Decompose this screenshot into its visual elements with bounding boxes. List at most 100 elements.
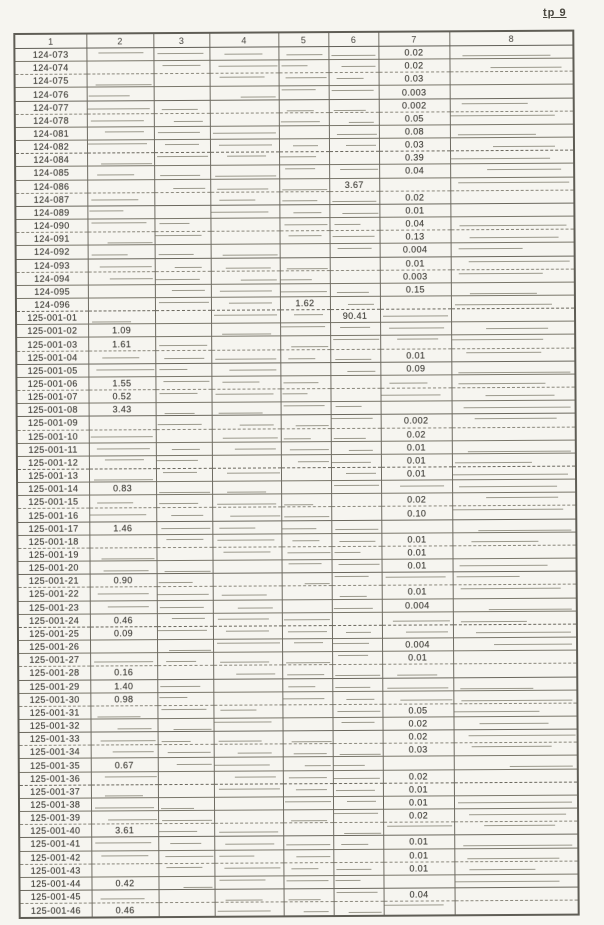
scan-artifact-line xyxy=(334,551,361,553)
value-cell xyxy=(157,744,214,759)
cell-value: 0.02 xyxy=(408,718,428,729)
scan-artifact-line xyxy=(159,491,210,494)
scan-artifact-line xyxy=(450,114,555,117)
scan-artifact-line xyxy=(241,279,278,281)
value-cell xyxy=(213,757,283,771)
scan-artifact-line xyxy=(348,449,373,451)
scan-artifact-line xyxy=(303,911,329,913)
scan-artifact-line xyxy=(335,789,376,791)
value-cell xyxy=(281,612,332,626)
scan-artifact-line xyxy=(400,698,453,701)
scan-artifact-line xyxy=(332,200,376,202)
scan-artifact-line xyxy=(387,825,453,827)
value-cell xyxy=(330,322,381,337)
value-cell xyxy=(156,599,213,614)
value-cell xyxy=(331,625,382,639)
row-id-cell: 125-001-01 xyxy=(15,311,89,325)
value-cell xyxy=(213,678,283,692)
value-cell xyxy=(328,72,379,87)
value-cell xyxy=(90,639,158,654)
row-id-cell: 124-076 xyxy=(14,87,87,102)
row-id-cell: 124-085 xyxy=(15,166,88,181)
scan-artifact-line xyxy=(94,479,153,481)
row-id-cell: 125-001-21 xyxy=(17,574,90,588)
scan-artifact-line xyxy=(397,674,438,677)
value-cell xyxy=(214,849,284,863)
value-cell xyxy=(282,691,333,705)
value-cell xyxy=(281,599,332,613)
cell-value: 0.004 xyxy=(402,244,428,256)
value-cell xyxy=(281,625,332,639)
scan-artifact-line xyxy=(348,121,374,123)
scan-artifact-line xyxy=(469,868,536,870)
value-cell xyxy=(90,797,159,812)
scan-artifact-line xyxy=(293,145,319,147)
scan-artifact-line xyxy=(284,405,325,407)
value-cell xyxy=(381,519,453,534)
row-id: 125-001-12 xyxy=(28,457,79,468)
scan-artifact-line xyxy=(287,674,325,676)
cell-value: 0.52 xyxy=(112,391,132,402)
scan-artifact-line xyxy=(460,588,561,590)
scan-artifact-line xyxy=(105,459,144,461)
scan-artifact-line xyxy=(236,673,276,676)
cell-value: 3.61 xyxy=(115,825,135,836)
value-cell xyxy=(333,888,384,902)
value-cell xyxy=(210,244,280,258)
value-cell xyxy=(451,387,576,402)
value-cell: 0.03 xyxy=(382,743,454,757)
scan-artifact-line xyxy=(348,911,382,914)
scan-artifact-line xyxy=(226,155,267,157)
value-cell xyxy=(450,308,576,323)
value-cell xyxy=(156,613,213,627)
value-cell: 0.003 xyxy=(378,85,450,99)
cell-value: 0.02 xyxy=(408,771,428,782)
cell-value: 0.01 xyxy=(407,547,427,558)
row-id-cell: 125-001-46 xyxy=(19,903,92,918)
value-cell xyxy=(280,467,332,482)
row-id-cell: 125-001-15 xyxy=(17,495,90,509)
cell-value: 0.004 xyxy=(405,639,430,650)
cell-value: 1.62 xyxy=(295,298,315,309)
scan-artifact-line xyxy=(217,910,271,912)
scan-artifact-line xyxy=(288,563,322,565)
scan-artifact-line xyxy=(95,84,152,86)
scan-artifact-line xyxy=(97,447,150,450)
value-cell xyxy=(451,439,576,454)
scan-artifact-line xyxy=(102,356,140,359)
value-cell xyxy=(158,823,215,838)
value-cell xyxy=(383,900,455,916)
value-cell: 0.83 xyxy=(89,481,157,496)
row-id: 124-087 xyxy=(33,194,70,205)
value-cell xyxy=(328,112,379,126)
scan-artifact-line xyxy=(485,394,555,397)
value-cell xyxy=(333,835,384,850)
value-cell xyxy=(154,205,211,219)
value-cell xyxy=(379,295,451,310)
value-cell xyxy=(449,137,575,152)
row-id-cell: 125-001-19 xyxy=(17,547,90,562)
value-cell xyxy=(281,559,332,574)
row-id-cell: 124-091 xyxy=(15,232,88,246)
column-header: 1 xyxy=(14,33,87,49)
scan-artifact-line xyxy=(234,776,276,778)
value-cell xyxy=(211,441,281,456)
row-id-cell: 125-001-17 xyxy=(17,521,90,536)
value-cell xyxy=(157,770,214,785)
value-cell xyxy=(209,138,280,153)
value-cell: 3.43 xyxy=(88,402,156,417)
scan-artifact-line xyxy=(218,527,255,529)
scan-artifact-line xyxy=(335,406,362,408)
scan-artifact-line xyxy=(220,661,270,663)
scan-artifact-line xyxy=(110,277,153,280)
value-cell xyxy=(213,665,283,679)
value-cell xyxy=(211,323,281,337)
row-id-cell: 125-001-10 xyxy=(16,429,89,444)
scan-artifact-line xyxy=(450,157,550,160)
row-id: 125-001-26 xyxy=(29,641,80,653)
scan-artifact-line xyxy=(342,212,379,214)
value-cell xyxy=(453,781,578,796)
value-cell xyxy=(330,440,381,455)
scan-artifact-line xyxy=(224,843,275,846)
scan-artifact-line xyxy=(158,301,209,304)
